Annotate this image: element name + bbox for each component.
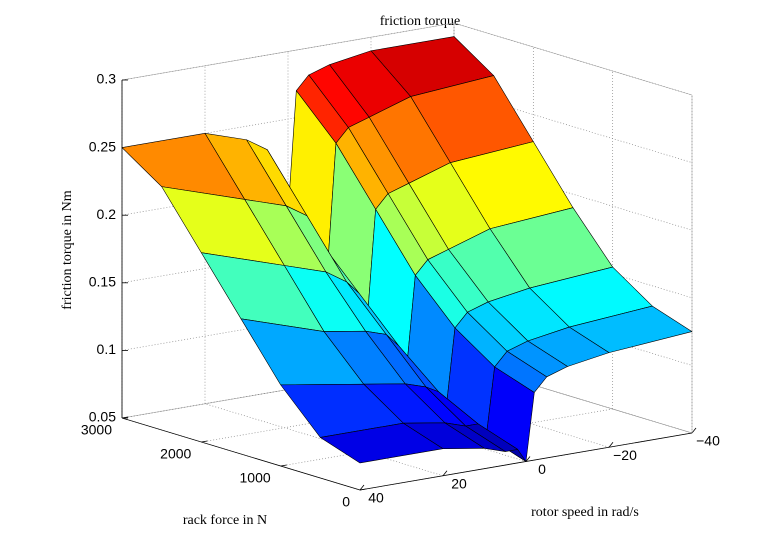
tick-mark: [201, 440, 208, 443]
x-tick-label: −40: [696, 433, 720, 449]
x-tick-label: 20: [451, 475, 467, 491]
x-tick-label: 40: [368, 490, 384, 506]
z-tick-label: 0.15: [89, 274, 116, 290]
z-tick-label: 0.25: [89, 138, 116, 154]
z-axis-label: friction torque in Nm: [60, 190, 75, 309]
grid-line: [121, 22, 455, 81]
grid-line: [453, 293, 693, 366]
z-tick-label: 0.05: [89, 409, 116, 425]
tick-mark: [442, 470, 448, 476]
grid-line: [453, 157, 693, 231]
tick-mark: [608, 442, 614, 448]
surface-patch: [320, 422, 444, 464]
grid-line: [453, 225, 693, 299]
axis-line: [121, 417, 361, 491]
y-tick-label: 2000: [160, 446, 191, 462]
tick-mark: [121, 416, 129, 419]
z-tick-label: 0.1: [97, 341, 117, 357]
x-tick-label: 0: [538, 461, 546, 477]
y-tick-label: 0: [342, 494, 350, 510]
grid-line: [204, 403, 444, 477]
tick-mark: [359, 484, 365, 491]
grid-line: [453, 22, 693, 96]
y-tick-label: 3000: [81, 422, 112, 438]
x-axis-label: rotor speed in rad/s: [531, 505, 639, 520]
x-tick-label: −20: [613, 447, 637, 463]
tick-mark: [691, 427, 697, 434]
y-tick-label: 1000: [240, 470, 271, 486]
z-tick-label: 0.2: [97, 206, 117, 222]
grid-line: [453, 90, 693, 163]
grid-line: [453, 360, 693, 434]
y-axis-label: rack force in N: [183, 513, 267, 528]
tick-mark: [525, 456, 531, 462]
tick-mark: [280, 464, 287, 467]
z-tick-label: 0.3: [97, 71, 117, 87]
chart-title: friction torque: [380, 14, 460, 29]
